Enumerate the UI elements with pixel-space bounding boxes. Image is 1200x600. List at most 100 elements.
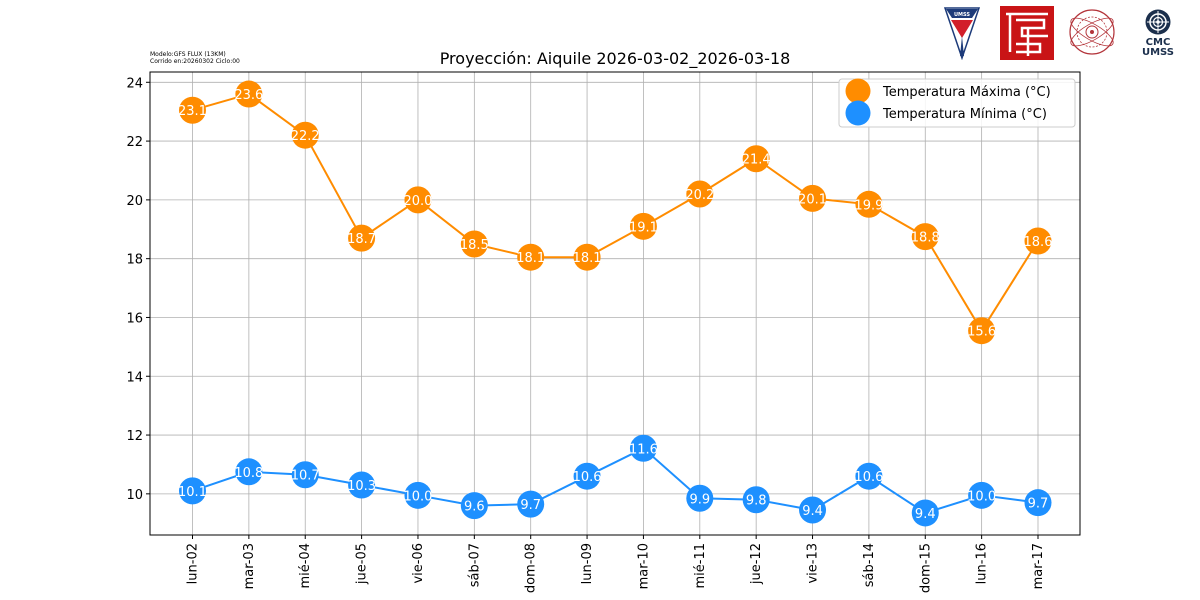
series-line-max (192, 92, 1039, 333)
legend-label: Temperatura Mínima (°C) (882, 107, 1047, 122)
x-tick-label: vie-06 (411, 543, 426, 584)
plot-frame (149, 71, 1081, 536)
data-point (235, 80, 263, 108)
data-point (686, 180, 714, 208)
data-point (1024, 489, 1052, 517)
legend-box (838, 78, 1076, 128)
data-point (686, 484, 714, 512)
data-point (855, 190, 883, 218)
data-label: 18.1 (516, 251, 545, 266)
data-point (968, 481, 996, 509)
data-point (291, 461, 319, 489)
red-emblem-logo (1000, 6, 1054, 60)
data-point (742, 486, 770, 514)
x-tick-label: sáb-14 (862, 543, 877, 587)
data-point (179, 477, 206, 505)
series-line-min (192, 447, 1039, 515)
data-label: 10.8 (234, 466, 263, 481)
legend-marker (845, 100, 871, 126)
x-tick-label: mar-10 (636, 543, 651, 589)
cmc-umss-logo (1145, 9, 1171, 35)
data-point (179, 96, 206, 124)
y-tick-label: 24 (126, 76, 143, 91)
data-point (742, 145, 770, 173)
data-label: 18.7 (347, 232, 376, 247)
data-point (404, 481, 432, 509)
y-tick-label: 14 (126, 370, 143, 385)
data-label: 9.7 (520, 498, 541, 513)
data-label: 9.8 (746, 494, 767, 509)
data-label: 10.3 (347, 479, 376, 494)
cmc-text-line1: CMC (1145, 37, 1171, 48)
run-line: Corrido en:20260302 Ciclo:00 (150, 58, 240, 65)
data-label: 10.1 (178, 485, 207, 500)
data-label: 18.6 (1024, 235, 1053, 250)
data-label: 20.0 (403, 194, 432, 209)
y-tick-label: 16 (126, 311, 143, 326)
data-point (911, 499, 939, 527)
red-seal-logo (1069, 9, 1115, 55)
x-tick-label: lun-02 (186, 543, 201, 584)
data-point (460, 492, 488, 520)
x-tick-label: vie-13 (806, 543, 821, 584)
data-point (573, 243, 601, 271)
data-point (348, 471, 376, 499)
y-tick-label: 20 (126, 194, 143, 209)
data-point (629, 212, 657, 240)
data-label: 9.6 (464, 500, 485, 515)
data-label: 20.2 (685, 188, 714, 203)
data-label: 10.6 (573, 470, 602, 485)
legend-label: Temperatura Máxima (°C) (882, 85, 1051, 100)
data-label: 11.6 (629, 442, 658, 457)
data-point (573, 462, 601, 490)
x-tick-label: dom-08 (524, 543, 539, 593)
y-tick-label: 18 (126, 253, 143, 268)
data-label: 9.7 (1028, 497, 1049, 512)
data-point (799, 496, 827, 524)
data-point (348, 224, 376, 252)
x-tick-label: mar-03 (242, 543, 257, 589)
model-line: Modelo:GFS FLUX (13KM) (150, 51, 226, 58)
data-label: 18.1 (573, 251, 602, 266)
y-tick-label: 12 (126, 429, 143, 444)
data-label: 18.8 (911, 231, 940, 246)
data-label: 23.6 (234, 88, 263, 103)
x-tick-label: mar-17 (1031, 543, 1046, 589)
x-tick-label: dom-15 (918, 543, 933, 593)
data-point (404, 186, 432, 214)
data-point (517, 490, 545, 518)
data-point (629, 434, 657, 462)
x-tick-label: lun-09 (580, 543, 595, 584)
data-label: 15.6 (967, 325, 996, 340)
data-point (799, 184, 827, 212)
data-label: 10.0 (403, 489, 432, 504)
data-point (968, 317, 996, 345)
legend-marker (845, 78, 871, 104)
umss-logo: UMSS (943, 7, 981, 60)
data-point (1024, 227, 1052, 255)
model-info: Modelo:GFS FLUX (13KM) Corrido en:202603… (150, 51, 240, 65)
y-tick-label: 22 (126, 135, 143, 150)
data-label: 10.7 (291, 469, 320, 484)
x-tick-label: sáb-07 (467, 543, 482, 587)
data-point (517, 243, 545, 271)
data-label: 21.4 (742, 153, 771, 168)
x-tick-label: mié-04 (298, 543, 313, 589)
data-label: 10.6 (854, 470, 883, 485)
data-label: 18.5 (460, 238, 489, 253)
data-label: 22.2 (291, 129, 320, 144)
data-point (460, 230, 488, 258)
data-label: 19.1 (629, 220, 658, 235)
umss-logo-text: UMSS (954, 12, 970, 18)
data-point (911, 223, 939, 251)
x-tick-label: jue-12 (749, 543, 764, 585)
x-tick-label: jue-05 (355, 543, 370, 585)
data-point (855, 462, 883, 490)
x-tick-label: lun-16 (975, 543, 990, 584)
cmc-text-line2: UMSS (1141, 47, 1175, 58)
chart-title: Proyección: Aiquile 2026-03-02_2026-03-1… (440, 49, 791, 69)
data-label: 9.4 (915, 507, 936, 522)
data-label: 9.4 (802, 504, 823, 519)
x-tick-label: mié-11 (693, 543, 708, 589)
